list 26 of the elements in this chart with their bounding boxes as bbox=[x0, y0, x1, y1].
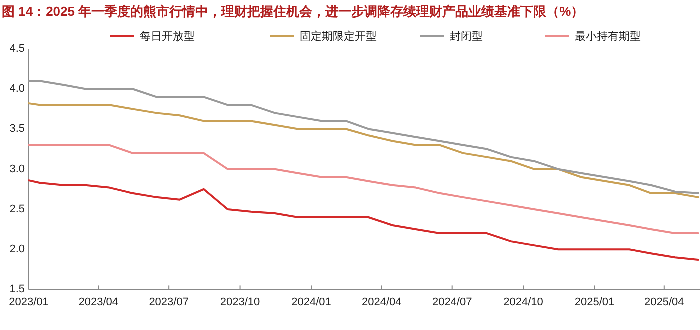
y-tick-label: 3.0 bbox=[10, 163, 25, 176]
chart-title: 图 14：2025 年一季度的熊市行情中，理财把握住机会，进一步调降存续理财产品业绩基准下限（%） bbox=[2, 4, 584, 19]
legend-label: 封闭型 bbox=[450, 30, 483, 43]
y-tick-label: 4.0 bbox=[10, 83, 25, 96]
line-series bbox=[28, 102, 700, 198]
legend-label: 每日开放型 bbox=[140, 31, 195, 43]
legend-label: 最小持有期型 bbox=[575, 30, 641, 43]
y-tick-label: 1.5 bbox=[10, 284, 25, 296]
x-tick-label: 2023/04 bbox=[78, 296, 119, 309]
x-tick-label: 2024/04 bbox=[362, 296, 402, 309]
x-tick-label: 2023/07 bbox=[149, 296, 189, 309]
x-tick-label: 2024/10 bbox=[504, 296, 544, 309]
line-series bbox=[28, 80, 700, 194]
y-tick-label: 2.0 bbox=[10, 244, 25, 256]
x-tick-label: 2025/01 bbox=[574, 296, 615, 309]
y-tick-label: 2.5 bbox=[10, 203, 25, 216]
x-tick-label: 2024/07 bbox=[432, 296, 472, 309]
legend-label: 固定期限定开型 bbox=[300, 30, 377, 43]
y-tick-label: 4.5 bbox=[10, 43, 25, 55]
x-tick-label: 2025/04 bbox=[644, 296, 684, 309]
line-series bbox=[28, 144, 700, 235]
x-tick-label: 2023/10 bbox=[220, 296, 260, 309]
x-tick-label: 2023/01 bbox=[9, 296, 49, 309]
x-tick-label: 2024/01 bbox=[292, 296, 332, 309]
line-series bbox=[28, 180, 700, 262]
y-tick-label: 3.5 bbox=[10, 123, 25, 136]
